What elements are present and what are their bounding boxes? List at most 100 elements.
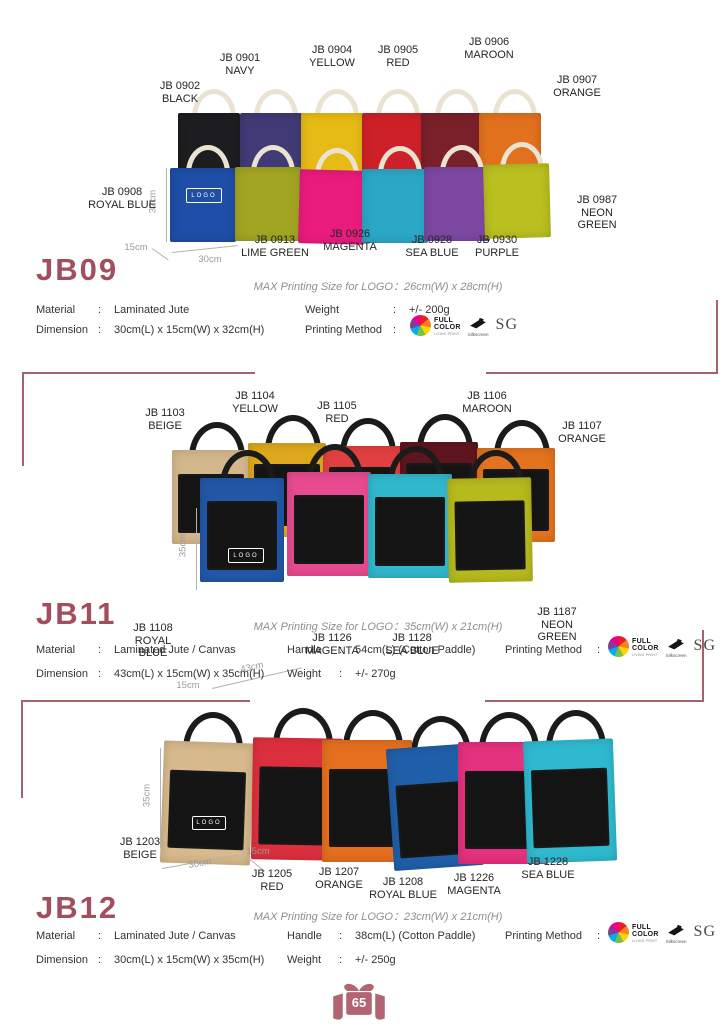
bag-jb-1126 — [287, 472, 371, 576]
bag-label-jb-1228: JB 1228 SEA BLUE — [521, 856, 575, 881]
dimension-width: 15cm — [246, 846, 270, 857]
bag-label-jb-1126: JB 1126 MAGENTA — [305, 632, 359, 657]
spec-material-jb12: Material: Laminated Jute / Canvas — [36, 930, 236, 942]
bag-jb-1108 — [200, 478, 284, 582]
bag-pocket — [167, 769, 246, 851]
logo-placeholder: LOGO — [228, 548, 264, 563]
dimension-length: 30cm — [198, 254, 222, 265]
bag-label-jb-1128: JB 1128 SEA BLUE — [385, 632, 439, 657]
bag-label-jb-1203: JB 1203 BEIGE — [119, 836, 161, 861]
full-color-print-icon — [608, 922, 629, 943]
spec-weight-jb12: Weight: +/- 250g — [287, 954, 396, 966]
silkscreen-icon: Silkscreen — [468, 317, 489, 337]
spec-dimension-jb09: Dimension:30cm(L) x 15cm(W) x 32cm(H) — [36, 324, 265, 336]
full-color-print-icon — [608, 636, 629, 657]
section-title-jb12: JB12 — [36, 890, 119, 925]
bag-label-jb-1104: JB 1104 YELLOW — [232, 390, 278, 415]
frame-line — [22, 372, 24, 466]
logo-text: LOGO — [196, 820, 222, 826]
bag-jb-1228 — [522, 738, 618, 864]
dimension-line-length — [171, 245, 238, 253]
spec-printing-jb09: Printing Method: — [305, 324, 397, 336]
bag-label-jb-1208: JB 1208 ROYAL BLUE — [369, 876, 437, 901]
bag-label-jb-0906: JB 0906 MAROON — [464, 36, 514, 61]
bag-pocket — [531, 767, 610, 849]
bag-label-jb-0905: JB 0905 RED — [377, 44, 419, 69]
bag-label-jb-0902: JB 0902 BLACK — [159, 80, 201, 105]
bag-label-jb-1187: JB 1187 NEON GREEN — [537, 606, 577, 643]
bag-label-jb-0987: JB 0987 NEON GREEN — [576, 194, 618, 231]
dimension-line-height — [160, 748, 161, 848]
dimension-height: 35cm — [141, 783, 153, 808]
spec-material-jb09: Material: Laminated Jute — [36, 304, 190, 316]
bag-jb-1128 — [368, 474, 452, 578]
spec-dimension-jb11: Dimension:43cm(L) x 15cm(W) x 35cm(H) — [36, 668, 265, 680]
spec-printing-jb12: Printing Method: — [505, 930, 601, 942]
spec-handle-jb12: Handle:38cm(L) (Cotton Paddle) — [287, 930, 476, 942]
page-number: 65 — [351, 995, 367, 1010]
section-title-jb11: JB11 — [36, 596, 117, 631]
bag-jb-0913 — [235, 167, 301, 241]
bag-label-jb-1207: JB 1207 ORANGE — [315, 866, 363, 891]
dimension-line-width — [151, 248, 169, 261]
dimension-line-height — [196, 508, 197, 590]
silkscreen-icon: Silkscreen — [666, 924, 687, 944]
max-printing-note-jb11: MAX Printing Size for LOGO：35cm(W) x 21c… — [253, 621, 503, 633]
max-printing-note-jb12: MAX Printing Size for LOGO：23cm(W) x 21c… — [253, 911, 503, 923]
bag-label-jb-0926: JB 0926 MAGENTA — [323, 228, 377, 253]
page-number-badge: 65 — [330, 982, 388, 1024]
frame-line — [22, 372, 255, 374]
spec-printing-jb11: Printing Method: — [505, 644, 601, 656]
bag-jb-0987 — [483, 163, 551, 239]
bag-jb-0908 — [170, 168, 236, 242]
bag-jb-1187 — [447, 477, 533, 583]
logo-text: LOGO — [191, 192, 217, 199]
bag-label-jb-0908: JB 0908 ROYAL BLUE — [88, 186, 156, 211]
dimension-height: 35cm — [177, 533, 189, 558]
sg-mark: SG — [693, 923, 716, 940]
full-color-label: FULL COLOR LIVING PRINT — [434, 317, 461, 336]
full-color-print-icon — [410, 315, 431, 336]
dimension-line-height — [166, 168, 167, 242]
bag-label-jb-1205: JB 1205 RED — [251, 868, 293, 893]
spec-weight-jb11: Weight: +/- 270g — [287, 668, 396, 680]
max-printing-note-jb09: MAX Printing Size for LOGO：26cm(W) x 28c… — [253, 281, 503, 293]
bag-label-jb-1108: JB 1108 ROYAL BLUE — [133, 622, 173, 659]
frame-line — [21, 700, 23, 798]
logo-placeholder: LOGO — [186, 188, 222, 203]
bag-label-jb-0907: JB 0907 ORANGE — [553, 74, 601, 99]
frame-line — [716, 300, 718, 374]
frame-line — [485, 700, 704, 702]
bag-jb-0930 — [424, 167, 490, 241]
bag-pocket — [206, 500, 278, 570]
bag-label-jb-0901: JB 0901 NAVY — [219, 52, 261, 77]
bag-label-jb-0913: JB 0913 LIME GREEN — [241, 234, 309, 259]
full-color-label: FULL COLOR LIVING PRINT — [632, 638, 659, 657]
logo-text: LOGO — [233, 552, 259, 559]
bag-label-jb-0928: JB 0928 SEA BLUE — [405, 234, 459, 259]
spec-handle-jb11: Handle:54cm(L) (Cotton Paddle) — [287, 644, 476, 656]
bag-label-jb-1226: JB 1226 MAGENTA — [447, 872, 501, 897]
bag-label-jb-0904: JB 0904 YELLOW — [309, 44, 355, 69]
printing-method-icons: FULL COLOR LIVING PRINT Silkscreen SG — [608, 636, 716, 658]
bag-label-jb-1106: JB 1106 MAROON — [462, 390, 512, 415]
frame-line — [702, 630, 704, 702]
spec-material-jb11: Material: Laminated Jute / Canvas — [36, 644, 236, 656]
sg-mark: SG — [693, 637, 716, 654]
full-color-label: FULL COLOR LIVING PRINT — [632, 924, 659, 943]
bag-pocket — [454, 500, 526, 571]
printing-method-icons: FULL COLOR LIVING PRINT Silkscreen SG — [410, 315, 518, 337]
logo-placeholder: LOGO — [192, 816, 226, 830]
frame-line — [486, 372, 718, 374]
section-title-jb09: JB09 — [36, 252, 119, 287]
printing-method-icons: FULL COLOR LIVING PRINT Silkscreen SG — [608, 922, 716, 944]
frame-line — [21, 700, 250, 702]
bag-label-jb-0930: JB 0930 PURPLE — [474, 234, 520, 259]
dimension-width: 15cm — [176, 680, 200, 691]
spec-weight-jb09: Weight: +/- 200g — [305, 304, 450, 316]
bag-pocket — [374, 496, 446, 566]
silkscreen-icon: Silkscreen — [666, 638, 687, 658]
bag-label-jb-1107: JB 1107 ORANGE — [558, 420, 606, 445]
sg-mark: SG — [495, 316, 518, 333]
